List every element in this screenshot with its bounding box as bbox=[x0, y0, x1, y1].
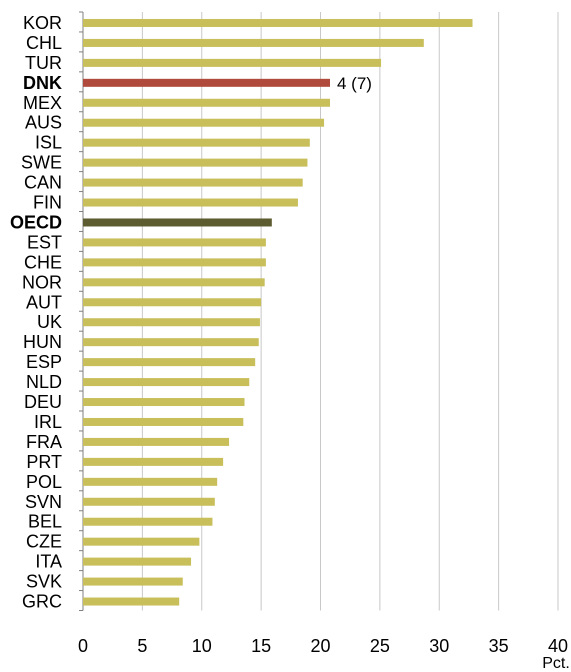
x-tick-label: 20 bbox=[310, 636, 330, 656]
category-axis bbox=[79, 11, 84, 611]
category-label: GRC bbox=[22, 592, 62, 612]
bar-irl bbox=[83, 417, 244, 426]
category-label: NOR bbox=[22, 272, 62, 292]
category-label: KOR bbox=[23, 13, 62, 33]
category-label: HUN bbox=[23, 332, 62, 352]
bar-oecd bbox=[83, 218, 272, 227]
bar-can bbox=[83, 178, 303, 187]
bar-prt bbox=[83, 457, 224, 466]
bar-est bbox=[83, 238, 266, 247]
category-label: SWE bbox=[21, 153, 62, 173]
category-label: CZE bbox=[26, 532, 62, 552]
bar-che bbox=[83, 258, 266, 267]
category-label: ISL bbox=[35, 133, 62, 153]
x-tick-label: 30 bbox=[429, 636, 449, 656]
bar-fin bbox=[83, 198, 298, 207]
x-tick-label: 25 bbox=[370, 636, 390, 656]
bar-svn bbox=[83, 497, 215, 506]
category-label: MEX bbox=[23, 93, 62, 113]
category-label: NLD bbox=[26, 372, 62, 392]
category-label: POL bbox=[26, 472, 62, 492]
category-label: AUS bbox=[25, 113, 62, 133]
bar-dnk bbox=[83, 78, 330, 87]
bar-hun bbox=[83, 338, 259, 347]
bar-mex bbox=[83, 98, 330, 107]
x-tick-label: 35 bbox=[489, 636, 509, 656]
category-label: ITA bbox=[35, 552, 62, 572]
category-label: UK bbox=[37, 312, 62, 332]
x-tick-label: 10 bbox=[192, 636, 212, 656]
category-label: DNK bbox=[23, 73, 62, 93]
bar-deu bbox=[83, 398, 245, 407]
bar-grc bbox=[83, 597, 180, 606]
bar-uk bbox=[83, 318, 260, 327]
bar-kor bbox=[83, 18, 473, 27]
annotations: 4 (7) bbox=[337, 74, 372, 93]
bar-pol bbox=[83, 477, 218, 486]
bar-bel bbox=[83, 517, 213, 526]
category-label: IRL bbox=[34, 412, 62, 432]
category-label: CHE bbox=[24, 252, 62, 272]
bar-aus bbox=[83, 118, 325, 127]
bar-esp bbox=[83, 358, 256, 367]
category-label: EST bbox=[27, 232, 62, 252]
category-label: DEU bbox=[24, 392, 62, 412]
category-label: SVK bbox=[26, 572, 62, 592]
data-label: 4 (7) bbox=[337, 74, 372, 93]
category-label: PRT bbox=[26, 452, 62, 472]
bar-ita bbox=[83, 557, 192, 566]
x-tick-label: 15 bbox=[251, 636, 271, 656]
bar-swe bbox=[83, 158, 308, 167]
x-tick-label: 0 bbox=[78, 636, 88, 656]
category-label: CHL bbox=[26, 33, 62, 53]
bar-aut bbox=[83, 298, 262, 307]
bar-fra bbox=[83, 437, 230, 446]
category-labels: KORCHLTURDNKMEXAUSISLSWECANFINOECDESTCHE… bbox=[10, 13, 62, 612]
bar-isl bbox=[83, 138, 310, 147]
category-label: FIN bbox=[33, 193, 62, 213]
category-label: FRA bbox=[26, 432, 62, 452]
x-tick-label: 40 bbox=[548, 636, 568, 656]
x-tick-labels: 0 5 10 15 20 25 30 35 40 bbox=[78, 636, 568, 656]
category-label: SVN bbox=[25, 492, 62, 512]
category-label: TUR bbox=[25, 53, 62, 73]
category-label: ESP bbox=[26, 352, 62, 372]
category-label: AUT bbox=[26, 292, 62, 312]
bar-nld bbox=[83, 378, 250, 387]
category-label: OECD bbox=[10, 212, 62, 232]
bars bbox=[83, 18, 473, 606]
bar-nor bbox=[83, 278, 265, 287]
bar-svk bbox=[83, 577, 183, 586]
bar-tur bbox=[83, 58, 382, 67]
category-label: BEL bbox=[28, 512, 62, 532]
category-label: CAN bbox=[24, 173, 62, 193]
bar-cze bbox=[83, 537, 200, 546]
x-unit-label: Pct. bbox=[542, 655, 570, 672]
x-tick-label: 5 bbox=[137, 636, 147, 656]
bar-chl bbox=[83, 38, 424, 47]
gridlines bbox=[141, 12, 559, 611]
